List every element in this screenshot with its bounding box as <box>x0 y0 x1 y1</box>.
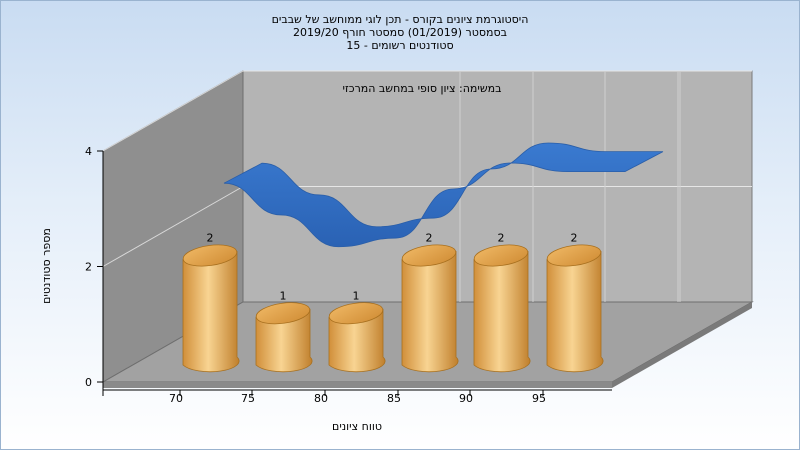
x-tick-label: 75 <box>241 392 255 405</box>
bar-value-label: 1 <box>280 289 287 302</box>
bar-value-label: 2 <box>426 232 433 245</box>
bar-body <box>255 308 313 373</box>
bar-body <box>546 251 604 373</box>
y-tick-label: 4 <box>85 145 92 158</box>
x-tick-label: 70 <box>169 392 183 405</box>
bar-cap <box>546 244 602 267</box>
gridline-side <box>102 186 244 267</box>
gridline-side <box>102 70 244 152</box>
bar-value-label: 1 <box>353 289 360 302</box>
floor-edge <box>103 382 612 388</box>
bar-cap <box>328 302 384 325</box>
x-tick-label: 80 <box>314 392 328 405</box>
chart-subtitle-students: סטודנטים רשומים - 15 <box>346 39 454 52</box>
bar-cap <box>255 302 311 325</box>
bar-body <box>328 308 386 373</box>
bar-value-label: 2 <box>571 232 578 245</box>
annotation-text: במשימה: ציון סופי במחשב המרכזי <box>342 82 501 95</box>
y-tick-label: 0 <box>85 376 92 389</box>
tick-labels: 70 75 80 85 90 95 0 2 4 <box>85 145 546 405</box>
chart-title: היסטוגרמת ציונים בקורס - תכן לוגי ממוחשב… <box>271 13 529 26</box>
bar-body <box>473 251 531 373</box>
x-tick-label: 90 <box>459 392 473 405</box>
ribbon-surface <box>223 142 664 248</box>
bar-90: 2 <box>473 232 531 373</box>
bars: 2 1 1 2 2 2 <box>182 232 604 373</box>
bar-cap <box>473 244 529 267</box>
x-axis-label: טווח ציונים <box>332 420 382 433</box>
chart-subtitle-semester: בסמסטר (01/2019) סמסטר חורף 2019/20 <box>293 26 507 39</box>
trend-ribbon <box>223 142 664 248</box>
bar-80: 1 <box>328 289 386 373</box>
bar-body <box>182 251 240 373</box>
bar-85: 2 <box>401 232 459 373</box>
bar-95: 2 <box>546 232 604 373</box>
axes <box>102 151 612 391</box>
bar-cap <box>182 244 238 267</box>
bar-body <box>401 251 459 373</box>
bar-value-label: 2 <box>498 232 505 245</box>
bar-value-label: 2 <box>207 232 214 245</box>
y-tick-label: 2 <box>85 261 92 274</box>
x-tick-label: 95 <box>532 392 546 405</box>
y-axis-label: מספר סטודנטים <box>40 228 53 304</box>
x-tick-label: 85 <box>387 392 401 405</box>
floor-edge-side <box>612 302 752 388</box>
bar-70: 2 <box>182 232 240 373</box>
gridlines <box>102 70 752 302</box>
bar-75: 1 <box>255 289 313 373</box>
bar-cap <box>401 244 457 267</box>
